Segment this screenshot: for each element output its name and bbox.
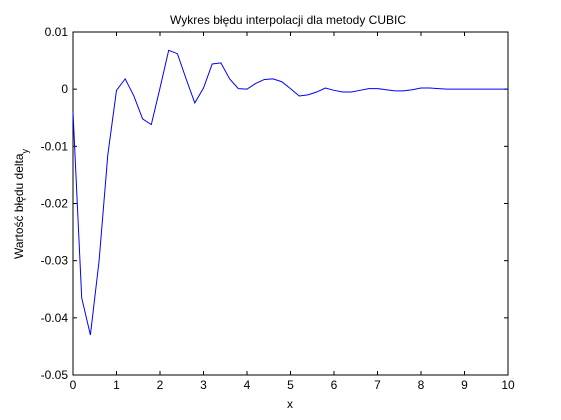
y-tick-label: -0.03	[41, 254, 69, 268]
y-axis-ticks: -0.05 -0.04 -0.03 -0.02 -0.01 0 0.01	[41, 25, 508, 382]
y-tick-label: 0.01	[45, 25, 69, 39]
x-tick-label: 6	[331, 378, 338, 392]
x-axis-label: x	[287, 397, 293, 411]
y-tick-label: -0.01	[41, 139, 69, 153]
x-tick-label: 2	[157, 378, 164, 392]
x-tick-label: 7	[374, 378, 381, 392]
y-tick-label: 0	[61, 82, 68, 96]
y-axis-label: Wartość błędu deltay	[12, 148, 30, 259]
y-axis-label-subscript: y	[20, 148, 30, 153]
x-tick-label: 10	[501, 378, 515, 392]
y-tick-label: -0.04	[41, 311, 69, 325]
x-tick-label: 4	[244, 378, 251, 392]
y-tick-label: -0.05	[41, 368, 69, 382]
y-axis-label-main: Wartość błędu delta	[12, 153, 26, 259]
x-axis-ticks: 0 1 2 3 4 5 6 7 8 9 10	[70, 32, 515, 392]
error-series-line	[72, 49, 508, 336]
x-tick-label: 3	[200, 378, 207, 392]
x-tick-label: 0	[70, 378, 77, 392]
x-tick-label: 9	[461, 378, 468, 392]
plot-area	[72, 31, 509, 376]
chart-title: Wykres błędu interpolacji dla metody CUB…	[170, 13, 406, 27]
x-tick-label: 8	[418, 378, 425, 392]
y-tick-label: -0.02	[41, 197, 69, 211]
x-tick-label: 5	[287, 378, 294, 392]
x-tick-label: 1	[113, 378, 120, 392]
